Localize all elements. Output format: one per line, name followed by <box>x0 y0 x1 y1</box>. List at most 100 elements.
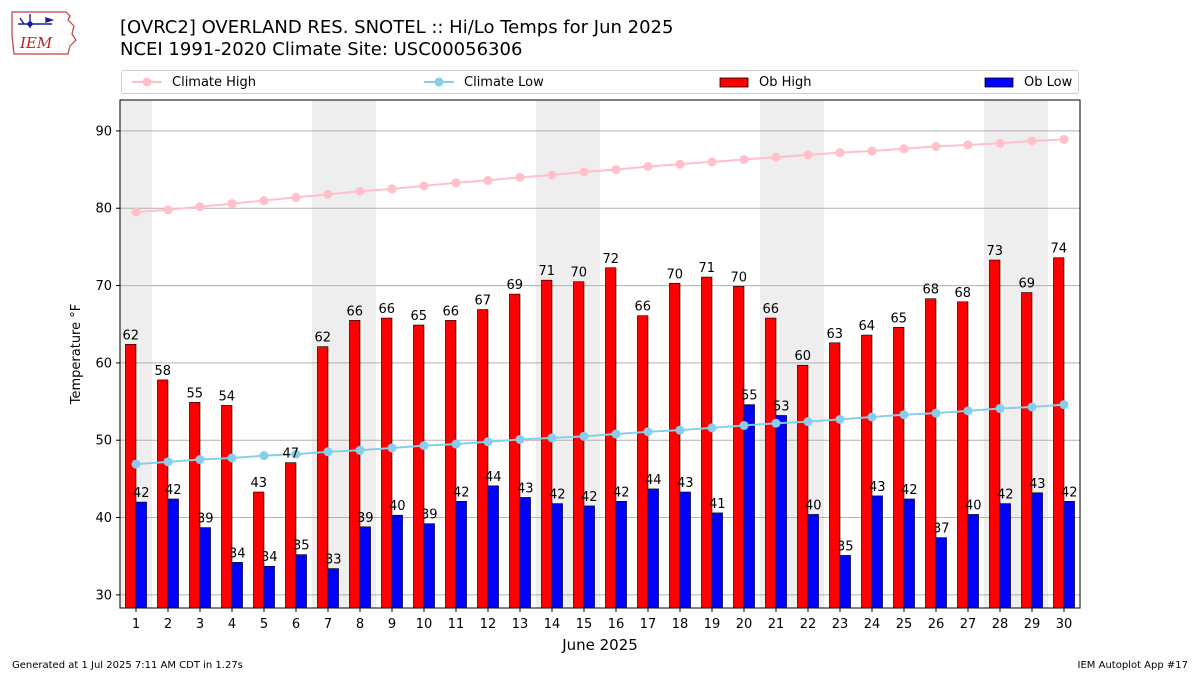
label-ob-low-day-15: 42 <box>581 490 598 505</box>
bar-ob-low-day-9 <box>391 514 403 609</box>
point-climate-high-day-25 <box>899 144 909 154</box>
ytick-label-80: 80 <box>95 202 112 217</box>
label-ob-high-day-16: 72 <box>602 252 619 267</box>
legend: Climate High Climate Low Ob High Ob Low <box>121 70 1079 94</box>
label-ob-high-day-11: 66 <box>442 304 459 319</box>
point-climate-high-day-10 <box>419 181 429 191</box>
label-ob-high-day-2: 58 <box>154 364 171 379</box>
point-climate-low-day-5 <box>259 451 269 461</box>
bar-ob-high-day-9 <box>381 317 393 609</box>
ytick-label-50: 50 <box>95 434 112 449</box>
xtick-label-9: 9 <box>388 617 396 632</box>
label-ob-high-day-8: 66 <box>346 304 363 319</box>
bar-ob-low-day-8 <box>359 526 371 609</box>
bar-ob-low-day-7 <box>327 568 339 609</box>
label-ob-high-day-19: 71 <box>698 261 715 276</box>
chart-title: [OVRC2] OVERLAND RES. SNOTEL :: Hi/Lo Te… <box>120 17 674 38</box>
xtick-label-11: 11 <box>448 617 465 632</box>
label-ob-low-day-18: 43 <box>677 476 694 491</box>
point-climate-low-day-16 <box>611 429 621 439</box>
label-ob-low-day-8: 39 <box>357 511 374 526</box>
label-ob-high-day-30: 74 <box>1050 242 1067 257</box>
point-climate-high-day-19 <box>707 157 717 167</box>
point-climate-low-day-27 <box>963 406 973 416</box>
bar-ob-high-day-16 <box>605 267 617 609</box>
footer-app: IEM Autoplot App #17 <box>1077 660 1188 671</box>
point-climate-high-day-9 <box>387 184 397 194</box>
weekend-shade-day-15 <box>568 100 600 608</box>
point-climate-low-day-6 <box>291 449 301 459</box>
legend-label-climate-low: Climate Low <box>464 74 544 90</box>
bar-ob-low-day-29 <box>1031 492 1043 609</box>
point-climate-low-day-17 <box>643 427 653 437</box>
legend-item-ob-low: Ob Low <box>984 71 1072 93</box>
bar-ob-low-day-16 <box>615 500 627 609</box>
label-ob-high-day-26: 68 <box>922 283 939 298</box>
label-ob-low-day-29: 43 <box>1029 477 1046 492</box>
bar-ob-low-day-10 <box>423 523 435 609</box>
bar-ob-low-day-22 <box>807 514 819 609</box>
label-ob-high-day-1: 62 <box>122 328 139 343</box>
xtick-label-2: 2 <box>164 617 172 632</box>
point-climate-low-day-7 <box>323 447 333 457</box>
xtick-label-15: 15 <box>576 617 593 632</box>
point-climate-low-day-1 <box>131 459 141 469</box>
point-climate-low-day-28 <box>995 404 1005 414</box>
weather-station-icon <box>18 14 55 28</box>
point-climate-low-day-23 <box>835 414 845 424</box>
point-climate-high-day-26 <box>931 141 941 151</box>
xtick-label-16: 16 <box>608 617 625 632</box>
label-ob-low-day-2: 42 <box>165 483 182 498</box>
point-climate-high-day-3 <box>195 202 205 212</box>
bar-ob-low-day-2 <box>167 498 179 609</box>
weekend-shade-day-29 <box>1016 100 1048 608</box>
bar-ob-low-day-3 <box>199 527 211 609</box>
point-climate-high-day-27 <box>963 140 973 150</box>
label-ob-low-day-26: 37 <box>933 522 950 537</box>
legend-marker-climate-low <box>424 77 454 87</box>
xtick-label-27: 27 <box>960 617 977 632</box>
plot-frame <box>119 99 1081 609</box>
point-climate-high-day-23 <box>835 148 845 158</box>
point-climate-high-day-24 <box>867 146 877 156</box>
legend-item-ob-high: Ob High <box>719 71 812 93</box>
xtick-label-1: 1 <box>132 617 140 632</box>
label-ob-low-day-25: 42 <box>901 483 918 498</box>
xtick-label-8: 8 <box>356 617 364 632</box>
point-climate-low-day-3 <box>195 455 205 465</box>
logo-text: IEM <box>19 34 53 52</box>
bar-ob-high-day-24 <box>861 334 873 609</box>
point-climate-low-day-29 <box>1027 402 1037 412</box>
bar-ob-low-day-14 <box>551 503 563 609</box>
bar-ob-high-day-26 <box>925 298 937 609</box>
label-ob-high-day-25: 65 <box>890 311 907 326</box>
label-ob-low-day-11: 42 <box>453 485 470 500</box>
bar-ob-high-day-20 <box>733 286 745 609</box>
label-ob-low-day-27: 40 <box>965 498 982 513</box>
xtick-label-25: 25 <box>896 617 913 632</box>
point-climate-low-day-18 <box>675 425 685 435</box>
label-ob-low-day-17: 44 <box>645 473 662 488</box>
bar-ob-low-day-25 <box>903 498 915 609</box>
xtick-label-3: 3 <box>196 617 204 632</box>
xtick-label-23: 23 <box>832 617 849 632</box>
label-ob-high-day-15: 70 <box>570 266 587 281</box>
bar-ob-high-day-29 <box>1021 292 1033 609</box>
label-ob-high-day-14: 71 <box>538 264 555 279</box>
label-ob-high-day-7: 62 <box>314 331 331 346</box>
xtick-label-14: 14 <box>544 617 561 632</box>
y-axis-label: Temperature °F <box>69 304 84 405</box>
point-climate-low-day-4 <box>227 453 237 463</box>
bar-ob-high-day-1 <box>125 344 137 609</box>
bar-ob-high-day-8 <box>349 320 361 609</box>
bar-ob-low-day-26 <box>935 537 947 609</box>
label-ob-high-day-10: 65 <box>410 309 427 324</box>
point-climate-high-day-18 <box>675 159 685 169</box>
label-ob-low-day-13: 43 <box>517 481 534 496</box>
xtick-label-28: 28 <box>992 617 1009 632</box>
bar-ob-high-day-27 <box>957 301 969 609</box>
point-climate-low-day-19 <box>707 423 717 433</box>
label-ob-low-day-22: 40 <box>805 498 822 513</box>
label-ob-high-day-9: 66 <box>378 302 395 317</box>
